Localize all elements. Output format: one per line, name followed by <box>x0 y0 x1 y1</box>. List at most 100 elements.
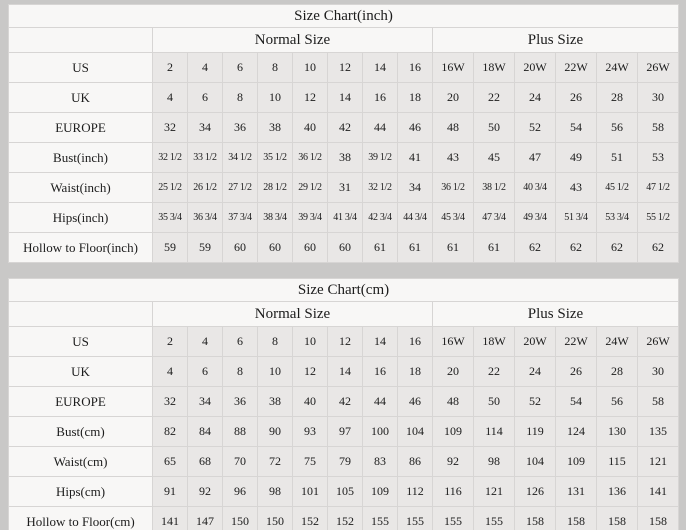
row-label: EUROPE <box>8 386 153 417</box>
size-cell: 56 <box>596 112 638 143</box>
size-cell: 59 <box>187 232 223 263</box>
title-row: Size Chart(inch) <box>8 4 679 28</box>
size-cell: 32 <box>152 386 188 417</box>
size-cell: 18 <box>397 82 433 113</box>
size-cell: 26W <box>637 52 679 83</box>
size-cell: 109 <box>555 446 597 477</box>
row-label: Bust(cm) <box>8 416 153 447</box>
size-cell: 155 <box>432 506 474 530</box>
size-cell: 39 1/2 <box>362 142 398 173</box>
size-cell: 6 <box>187 356 223 387</box>
size-cell: 14 <box>327 82 363 113</box>
row-label: Waist(cm) <box>8 446 153 477</box>
size-cell: 158 <box>555 506 597 530</box>
table-row: Bust(cm) 82 84 88 90 93 97 100 104 109 114 119 124 13… <box>8 416 679 447</box>
size-cell: 12 <box>292 356 328 387</box>
size-cell: 59 <box>152 232 188 263</box>
size-cell: 79 <box>327 446 363 477</box>
size-cell: 10 <box>292 52 328 83</box>
size-cell: 48 <box>432 386 474 417</box>
size-cell: 104 <box>397 416 433 447</box>
size-cell: 30 <box>637 82 679 113</box>
row-label: Hollow to Floor(inch) <box>8 232 153 263</box>
size-cell: 105 <box>327 476 363 507</box>
size-cell: 24W <box>596 326 638 357</box>
table-title: Size Chart(cm) <box>8 278 679 302</box>
size-cell: 14 <box>362 326 398 357</box>
size-cell: 2 <box>152 52 188 83</box>
size-cell: 12 <box>327 326 363 357</box>
size-cell: 32 1/2 <box>362 172 398 203</box>
size-cell: 58 <box>637 386 679 417</box>
size-cell: 10 <box>292 326 328 357</box>
size-cell: 34 <box>187 386 223 417</box>
group-header-normal: Normal Size <box>152 27 433 53</box>
size-cell: 60 <box>222 232 258 263</box>
size-cell: 52 <box>514 112 556 143</box>
size-cell: 26 1/2 <box>187 172 223 203</box>
size-cell: 158 <box>637 506 679 530</box>
size-cell: 14 <box>327 356 363 387</box>
size-cell: 20 <box>432 82 474 113</box>
size-cell: 65 <box>152 446 188 477</box>
size-cell: 62 <box>514 232 556 263</box>
table-row: Hollow to Floor(cm) 141 147 150 150 152 152 155… <box>8 506 679 530</box>
size-cell: 47 <box>514 142 556 173</box>
size-cell: 28 <box>596 356 638 387</box>
size-cell: 150 <box>257 506 293 530</box>
size-cell: 44 3/4 <box>397 202 433 233</box>
corner-cell <box>8 27 153 53</box>
size-cell: 61 <box>362 232 398 263</box>
table-row: UK 4 6 8 10 12 14 16 18 20 22 24 26 28 30 <box>8 82 679 113</box>
size-cell: 36 <box>222 112 258 143</box>
size-cell: 50 <box>473 112 515 143</box>
size-cell: 16 <box>362 356 398 387</box>
size-cell: 16 <box>362 82 398 113</box>
size-cell: 116 <box>432 476 474 507</box>
size-cell: 62 <box>637 232 679 263</box>
size-cell: 51 <box>596 142 638 173</box>
size-cell: 131 <box>555 476 597 507</box>
size-cell: 121 <box>473 476 515 507</box>
size-cell: 119 <box>514 416 556 447</box>
row-label: US <box>8 52 153 83</box>
size-cell: 38 3/4 <box>257 202 293 233</box>
size-cell: 44 <box>362 112 398 143</box>
group-header-row: Normal Size Plus Size <box>8 301 679 327</box>
size-cell: 20 <box>432 356 474 387</box>
size-cell: 36 3/4 <box>187 202 223 233</box>
size-cell: 62 <box>555 232 597 263</box>
size-cell: 38 <box>327 142 363 173</box>
size-cell: 130 <box>596 416 638 447</box>
size-cell: 24 <box>514 82 556 113</box>
size-cell: 32 1/2 <box>152 142 188 173</box>
size-cell: 97 <box>327 416 363 447</box>
size-cell: 75 <box>292 446 328 477</box>
size-cell: 26 <box>555 82 597 113</box>
size-cell: 96 <box>222 476 258 507</box>
row-label: Hollow to Floor(cm) <box>8 506 153 530</box>
size-cell: 84 <box>187 416 223 447</box>
size-cell: 36 1/2 <box>432 172 474 203</box>
size-cell: 31 <box>327 172 363 203</box>
row-label: Hips(inch) <box>8 202 153 233</box>
size-cell: 43 <box>555 172 597 203</box>
size-cell: 93 <box>292 416 328 447</box>
size-cell: 30 <box>637 356 679 387</box>
size-cell: 90 <box>257 416 293 447</box>
size-cell: 152 <box>292 506 328 530</box>
size-cell: 22 <box>473 82 515 113</box>
size-cell: 126 <box>514 476 556 507</box>
size-cell: 38 <box>257 386 293 417</box>
size-cell: 10 <box>257 82 293 113</box>
size-cell: 141 <box>637 476 679 507</box>
size-cell: 91 <box>152 476 188 507</box>
table-row: EUROPE 32 34 36 38 40 42 44 46 48 50 52 54 56 58 <box>8 386 679 417</box>
table-row: Bust(inch) 32 1/2 33 1/2 34 1/2 35 1/2 36 1/2… <box>8 142 679 173</box>
size-cell: 18W <box>473 326 515 357</box>
group-header-plus: Plus Size <box>432 27 679 53</box>
size-cell: 36 <box>222 386 258 417</box>
size-cell: 109 <box>362 476 398 507</box>
size-cell: 44 <box>362 386 398 417</box>
size-cell: 26 <box>555 356 597 387</box>
